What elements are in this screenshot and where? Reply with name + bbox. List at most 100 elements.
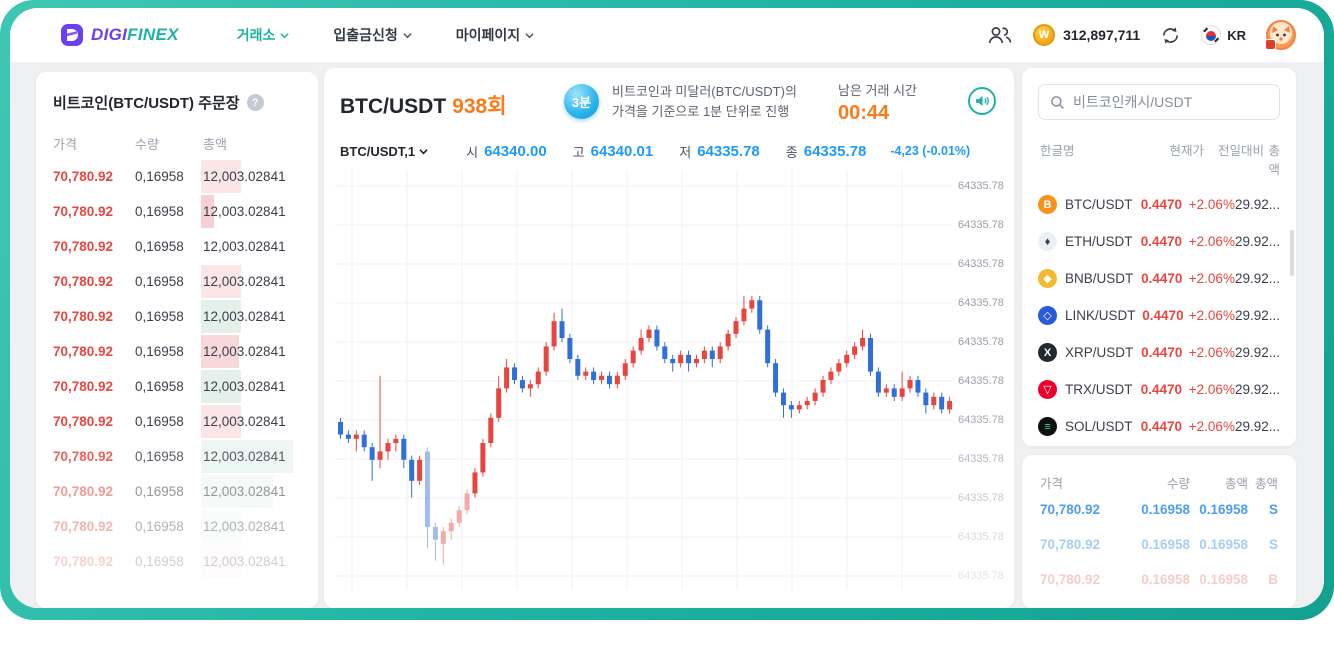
ob-total: 12,003.02841 [201,405,286,438]
candle [488,413,494,448]
symbol-interval-select[interactable]: BTC/USDT,1 [340,144,428,159]
candle [606,371,612,389]
orderbook-row[interactable]: 70,780.92 0,16958 12,003.02841 [36,474,318,509]
trx-icon: ▽ [1038,380,1057,399]
watchlist-row-link[interactable]: ◇ LINK/USDT 0.4470 +2.06% 29.92... [1022,297,1296,334]
price-axis-label: 64335.78 [958,336,1004,348]
candle [535,367,541,389]
interval-badge: 3분 [564,84,599,119]
nav-item-exchange[interactable]: 거래소 [237,25,290,45]
orderbook-row[interactable]: 70,780.92 0,16958 12,003.02841 [36,544,318,579]
watchlist-rows: B BTC/USDT 0.4470 +2.06% 29.92... ♦ ETH/USDT 0.… [1022,186,1296,445]
watchlist-scrollbar[interactable] [1290,230,1294,276]
trade-row[interactable]: 70,780.92 0.16958 0.16958 S [1040,527,1278,562]
orderbook-panel: 비트코인(BTC/USDT) 주문장 ? 가격 수량 총액 70,780.92 0,1… [36,72,318,608]
orderbook-row[interactable]: 70,780.92 0,16958 12,003.02841 [36,194,318,229]
trades-header: 가격 수량 총액 총액 [1040,477,1278,491]
price-axis-label: 64335.78 [958,219,1004,231]
search-box[interactable] [1038,84,1280,120]
candle [717,342,723,364]
nav-item-deposit-withdraw[interactable]: 입출금신청 [333,25,412,45]
coin-change: +2.06% [1188,271,1235,286]
coin-change: +2.06% [1188,197,1235,212]
price-axis: 64335.78 64335.78 64335.78 64335.78 64335.78… [958,170,1012,590]
candlestick-chart[interactable] [335,170,952,590]
refresh-icon[interactable] [1160,25,1181,46]
candle [701,346,707,364]
orderbook-row[interactable]: 70,780.92 0,16958 12,003.02841 [36,264,318,299]
digifinex-logo[interactable]: DIGIFINEX [60,23,179,47]
header-right: W 312,897,711 KR [987,20,1296,50]
ob-total: 12,003.02841 [201,300,286,333]
candle [448,518,454,540]
orderbook-row[interactable]: 70,780.92 0,16958 12,003.02841 [36,229,318,264]
trade-row[interactable]: 70,780.92 0.16958 0.16958 S [1040,492,1278,527]
candle [662,342,668,364]
coin-pair: BTC/USDT [1065,197,1133,212]
candle [796,401,802,414]
trade-price: 70,780.92 [1040,502,1101,517]
trades-panel: 가격 수량 총액 총액 70,780.92 0.16958 0.16958 S 70,780… [1022,455,1296,608]
ob-price: 70,780.92 [53,204,114,219]
candle [622,359,628,380]
watchlist-row-bnb[interactable]: ◆ BNB/USDT 0.4470 +2.06% 29.92... [1022,260,1296,297]
nav-item-mypage[interactable]: 마이페이지 [456,25,534,45]
candle [377,375,383,469]
ob-qty: 0,16958 [135,239,184,254]
price-axis-label: 64335.78 [958,492,1004,504]
ob-total: 12,003.02841 [201,440,293,473]
sound-toggle[interactable] [968,87,996,115]
watchlist-row-eth[interactable]: ♦ ETH/USDT 0.4470 +2.06% 29.92... [1022,223,1296,260]
orderbook-row[interactable]: 70,780.92 0,16958 12,003.02841 [36,509,318,544]
wallet-balance[interactable]: W 312,897,711 [1033,24,1140,46]
orderbook-row[interactable]: 70,780.92 0,16958 12,003.02841 [36,159,318,194]
orderbook-row[interactable]: 70,780.92 0,16958 12,003.02841 [36,299,318,334]
ob-total: 12,003.02841 [201,475,286,508]
candle [504,359,510,393]
avatar[interactable] [1265,20,1296,50]
trade-row[interactable]: 70,780.92 0.16958 0.16958 B [1040,562,1278,597]
orderbook-row[interactable]: 70,780.92 0,16958 12,003.02841 [36,334,318,369]
chart-toolbar: BTC/USDT,1 시 64340.00 고 64340.01 저 64335.78… [324,136,1014,166]
coin-total: 29.92... [1234,271,1280,286]
candle [828,367,834,385]
candle [575,354,581,380]
watchlist-row-trx[interactable]: ▽ TRX/USDT 0.4470 +2.06% 29.92... [1022,371,1296,408]
users-icon[interactable] [987,24,1013,46]
ob-qty: 0,16958 [135,274,184,289]
coin-change: +2.06% [1188,345,1235,360]
locale-selector[interactable]: KR [1201,25,1246,45]
candle [456,506,462,527]
trade-price: 70,780.92 [1040,572,1101,587]
candle [385,438,391,460]
ob-price: 70,780.92 [53,379,114,394]
watchlist-row-sol[interactable]: ≡ SOL/USDT 0.4470 +2.06% 29.92... [1022,408,1296,445]
app-window: DIGIFINEX 거래소 입출금신청 마이페이지 W [10,8,1324,608]
candle [788,401,794,418]
watchlist-row-btc[interactable]: B BTC/USDT 0.4470 +2.06% 29.92... [1022,186,1296,223]
bnb-icon: ◆ [1038,269,1057,288]
orderbook-row[interactable]: 70,780.92 0,16958 12,003.02841 [36,439,318,474]
coin-total: 29.92... [1234,197,1280,212]
ob-total: 12,003.02841 [201,510,286,543]
countdown-value: 00:44 [838,102,890,124]
coin-pair: TRX/USDT [1065,382,1133,397]
candle [559,308,565,343]
ob-price: 70,780.92 [53,519,114,534]
help-icon[interactable]: ? [246,94,264,111]
orderbook-row[interactable]: 70,780.92 0,16958 12,003.02841 [36,369,318,404]
orderbook-row[interactable]: 70,780.92 0,16958 12,003.02841 [36,404,318,439]
watchlist-row-xrp[interactable]: X XRP/USDT 0.4470 +2.06% 29.92... [1022,334,1296,371]
candle [425,447,431,548]
speaker-icon [975,95,989,107]
ob-total: 12,003.02841 [201,335,286,368]
coin-price: 0.4470 [1141,271,1183,286]
price-axis-label: 64335.78 [958,570,1004,582]
search-input[interactable] [1073,94,1268,110]
trade-total: 0.16958 [1199,502,1248,517]
trade-side: S [1268,502,1278,517]
ob-price: 70,780.92 [53,484,114,499]
main-area: 비트코인(BTC/USDT) 주문장 ? 가격 수량 총액 70,780.92 0,1… [10,62,1324,608]
candle [907,375,913,393]
